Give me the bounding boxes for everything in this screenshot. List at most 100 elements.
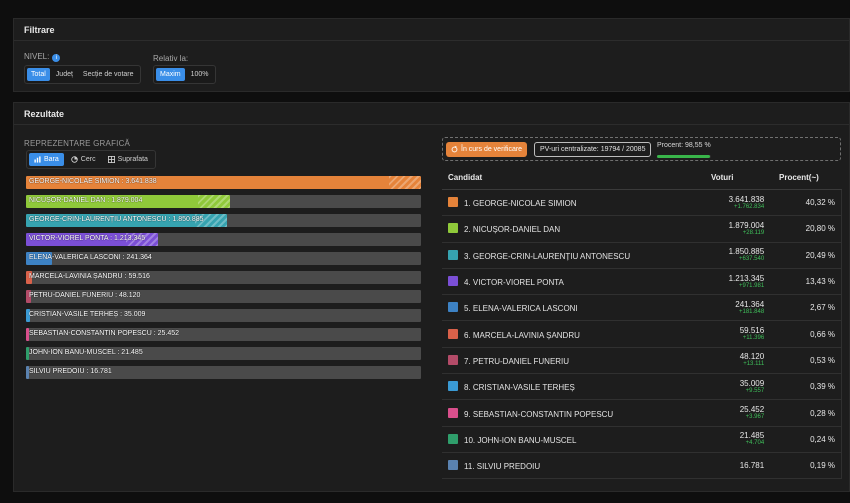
bar (26, 233, 158, 246)
bar-row[interactable]: GEORGE-CRIN-LAURENȚIU ANTONESCU : 1.850.… (26, 214, 421, 227)
bar-row[interactable]: SILVIU PREDOIU : 16.781 (26, 366, 421, 379)
percent-value: 0,24 % (810, 434, 836, 444)
bar (26, 271, 33, 284)
votes-value: 1.879.004 (728, 220, 765, 230)
table-row[interactable]: 5. ELENA-VALERICA LASCONI 241.364 +181.848… (442, 295, 842, 322)
vis-option-area[interactable]: Suprafata (103, 153, 153, 166)
percent-cell: 0,24 % (766, 435, 841, 444)
bar-row[interactable]: SEBASTIAN-CONSTANTIN POPESCU : 25.452 (26, 328, 421, 341)
results-panel: Rezultate REPREZENTARE GRAFICĂ Bara Cerc… (13, 102, 850, 492)
bar-label: NICUȘOR-DANIEL DAN : 1.879.004 (29, 197, 143, 204)
table-row[interactable]: 3. GEORGE-CRIN-LAURENȚIU ANTONESCU 1.850.… (442, 242, 842, 269)
votes-delta: +9.557 (745, 387, 765, 394)
bar-row[interactable]: GEORGE-NICOLAE SIMION : 3.641.838 (26, 176, 421, 189)
bar-hatch (194, 214, 227, 227)
candidate-color-swatch (448, 328, 458, 339)
candidate-color-swatch (448, 276, 458, 287)
level-option-sectie[interactable]: Secție de votare (82, 71, 134, 78)
bar-row[interactable]: CRISTIAN-VASILE TERHEȘ : 35.009 (26, 309, 421, 322)
vis-option-circle-label: Cerc (80, 156, 96, 163)
bar-row[interactable]: VICTOR-VIOREL PONTA : 1.213.345 (26, 233, 421, 246)
bar-label: ELENA-VALERICA LASCONI : 241.364 (29, 254, 152, 261)
bar-label: MARCELA-LAVINIA ȘANDRU : 59.516 (29, 273, 150, 280)
header-votes[interactable]: Voturi (711, 173, 734, 182)
votes-value: 1.213.345 (728, 273, 765, 283)
visualization-selector: Bara Cerc Suprafata (26, 150, 156, 169)
candidate-name: 7. PETRU-DANIEL FUNERIU (464, 356, 570, 366)
percent-cell: 0,66 % (766, 330, 841, 339)
candidate-color-swatch (448, 197, 458, 208)
candidate-name: 3. GEORGE-CRIN-LAURENȚIU ANTONESCU (464, 251, 631, 261)
votes-cell: 1.213.345 +971.981 (709, 274, 766, 290)
votes-value: 25.452 (739, 405, 765, 415)
votes-value: 35.009 (739, 378, 765, 388)
status-bar: În curs de verificare PV-uri centralizat… (442, 137, 841, 161)
votes-value: 48.120 (739, 352, 765, 362)
bar-label: SILVIU PREDOIU : 16.781 (29, 368, 112, 375)
bar-label: GEORGE-NICOLAE SIMION : 3.641.838 (29, 178, 157, 185)
candidate-color-swatch (448, 249, 458, 260)
bar-row[interactable]: ELENA-VALERICA LASCONI : 241.364 (26, 252, 421, 265)
votes-delta: +11.396 (742, 335, 765, 342)
percent-cell: 0,28 % (766, 409, 841, 418)
header-percent[interactable]: Procent(~) (779, 173, 819, 182)
table-row[interactable]: 8. CRISTIAN-VASILE TERHEȘ 35.009 +9.557 0,3… (442, 374, 842, 401)
relative-option-100[interactable]: 100% (190, 71, 209, 78)
bar-row[interactable]: NICUȘOR-DANIEL DAN : 1.879.004 (26, 195, 421, 208)
percent-cell: 0,53 % (766, 356, 841, 365)
percent-value: 13,43 % (805, 277, 836, 287)
bar (26, 290, 32, 303)
table-row[interactable]: 4. VICTOR-VIOREL PONTA 1.213.345 +971.981 1… (442, 268, 842, 296)
visualization-label: REPREZENTARE GRAFICĂ (24, 139, 131, 148)
table-row[interactable]: 11. SILVIU PREDOIU 16.781 0,19 % (442, 452, 842, 480)
candidate-cell: 9. SEBASTIAN-CONSTANTIN POPESCU (442, 407, 709, 419)
votes-cell: 48.120 +13.111 (709, 352, 766, 368)
percent-cell: 20,49 % (766, 251, 841, 260)
percent-cell: 0,39 % (766, 382, 841, 391)
votes-cell: 21.485 +4.704 (709, 431, 766, 447)
verification-status-badge[interactable]: În curs de verificare (446, 142, 528, 157)
candidate-name: 4. VICTOR-VIOREL PONTA (464, 278, 564, 288)
table-row[interactable]: 1. GEORGE-NICOLAE SIMION 3.641.838 +1.762.… (442, 190, 842, 217)
candidate-name: 1. GEORGE-NICOLAE SIMION (464, 199, 577, 209)
bar-row[interactable]: MARCELA-LAVINIA ȘANDRU : 59.516 (26, 271, 421, 284)
bar-row[interactable]: JOHN-ION BANU-MUSCEL : 21.485 (26, 347, 421, 360)
grid-icon (107, 156, 115, 163)
percent-value: 0,39 % (810, 382, 836, 392)
table-row[interactable]: 7. PETRU-DANIEL FUNERIU 48.120 +13.111 0,53… (442, 347, 842, 375)
level-option-total[interactable]: Total (27, 68, 50, 81)
candidate-name: 6. MARCELA-LAVINIA ȘANDRU (464, 330, 580, 340)
votes-cell: 35.009 +9.557 (709, 379, 766, 395)
bar-label: CRISTIAN-VASILE TERHEȘ : 35.009 (29, 311, 146, 318)
table-header: Candidat Voturi Procent(~) (442, 166, 842, 190)
header-candidate[interactable]: Candidat (448, 173, 483, 182)
bar (26, 309, 30, 322)
level-selector: Total Județ Secție de votare (24, 65, 141, 84)
table-row[interactable]: 2. NICUȘOR-DANIEL DAN 1.879.004 +28.119 20,… (442, 216, 842, 243)
vis-option-circle[interactable]: Cerc (66, 153, 101, 166)
table-row[interactable]: 6. MARCELA-LAVINIA ȘANDRU 59.516 +11.396 0,… (442, 321, 842, 348)
bar-label: JOHN-ION BANU-MUSCEL : 21.485 (29, 349, 143, 356)
percent-value: 20,49 % (805, 250, 836, 260)
candidate-name: 9. SEBASTIAN-CONSTANTIN POPESCU (464, 409, 614, 419)
votes-cell: 241.364 +181.848 (709, 300, 766, 316)
candidate-color-swatch (448, 381, 458, 392)
bar-row[interactable]: PETRU-DANIEL FUNERIU : 48.120 (26, 290, 421, 303)
candidate-name: 2. NICUȘOR-DANIEL DAN (464, 225, 561, 235)
table-row[interactable]: 10. JOHN-ION BANU-MUSCEL 21.485 +4.704 0,24… (442, 426, 842, 453)
votes-cell: 1.879.004 +28.119 (709, 221, 766, 237)
level-option-judet[interactable]: Județ (55, 71, 73, 78)
relative-option-maxim[interactable]: Maxim (156, 68, 185, 81)
table-body: 1. GEORGE-NICOLAE SIMION 3.641.838 +1.762.… (442, 190, 842, 480)
bar-hatch (197, 195, 230, 208)
percent-value: 20,80 % (805, 224, 836, 234)
results-title: Rezultate (14, 103, 849, 125)
candidate-color-swatch (448, 433, 458, 444)
votes-delta: +971.981 (738, 282, 765, 289)
info-icon[interactable]: i (52, 54, 61, 62)
votes-delta: +4.704 (745, 440, 765, 447)
bar (26, 214, 227, 227)
table-row[interactable]: 9. SEBASTIAN-CONSTANTIN POPESCU 25.452 +3.… (442, 400, 842, 427)
vis-option-bar[interactable]: Bara (29, 153, 64, 166)
candidate-color-swatch (448, 223, 458, 234)
